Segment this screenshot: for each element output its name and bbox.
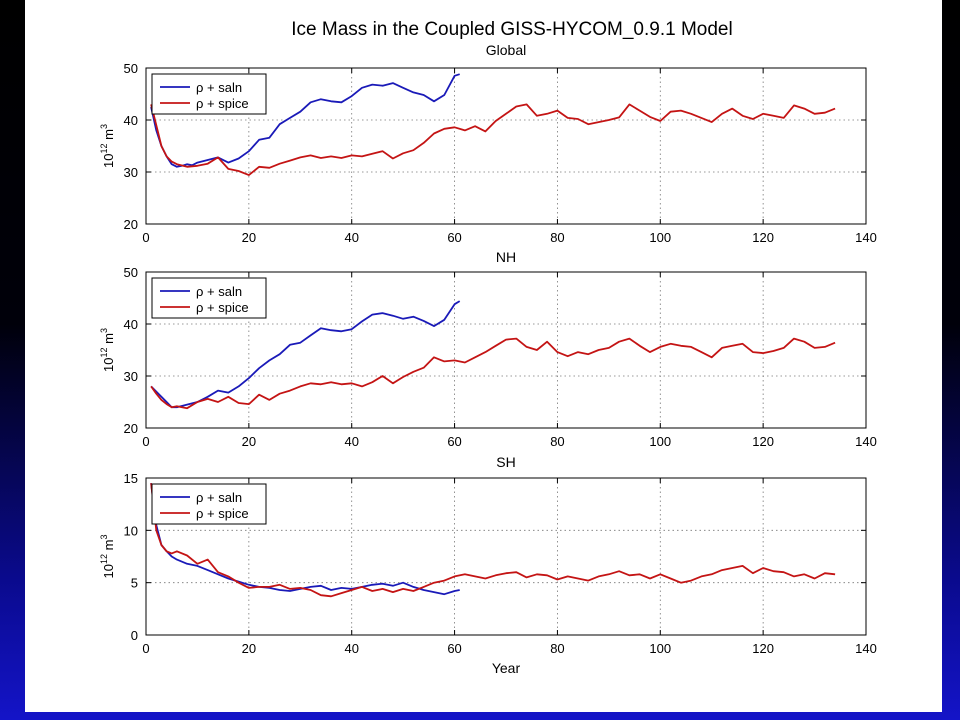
series-line-saln <box>150 483 460 596</box>
series-line-spice <box>150 483 836 598</box>
legend-label-spice: ρ + spice <box>196 96 249 111</box>
y-tick-label: 20 <box>124 421 138 436</box>
x-tick-label: 60 <box>447 641 461 656</box>
x-tick-label: 100 <box>649 434 671 449</box>
panel-title: SH <box>496 454 515 470</box>
x-tick-label: 20 <box>242 230 256 245</box>
chart-panel-nh: NH 0 20 40 60 80 100 120 140 20 30 40 50 1012 m3 ρ + s… <box>99 249 877 449</box>
x-tick-label: 20 <box>242 641 256 656</box>
y-tick-label: 10 <box>124 523 138 538</box>
y-tick-label: 40 <box>124 113 138 128</box>
series-line-spice <box>150 103 836 177</box>
x-tick-label: 0 <box>142 434 149 449</box>
x-tick-label: 80 <box>550 230 564 245</box>
x-tick-label: 20 <box>242 434 256 449</box>
x-tick-label: 120 <box>752 434 774 449</box>
x-tick-label: 120 <box>752 230 774 245</box>
x-axis-label: Year <box>492 660 521 676</box>
series-line-spice <box>150 337 836 410</box>
axes-frame <box>145 477 867 636</box>
series-line-saln <box>150 300 461 409</box>
legend-box <box>151 483 267 525</box>
y-tick-label: 0 <box>131 628 138 643</box>
y-tick-label: 30 <box>124 369 138 384</box>
legend-label-spice: ρ + spice <box>196 506 249 521</box>
legend-label-saln: ρ + saln <box>196 80 242 95</box>
axes-frame <box>145 271 867 429</box>
legend-box <box>151 73 267 115</box>
x-tick-label: 120 <box>752 641 774 656</box>
x-tick-label: 140 <box>855 434 877 449</box>
figure-canvas: Ice Mass in the Coupled GISS-HYCOM_0.9.1… <box>99 19 877 676</box>
x-tick-label: 80 <box>550 434 564 449</box>
panel-title: Global <box>486 42 526 58</box>
y-tick-label: 5 <box>131 576 138 591</box>
x-tick-label: 60 <box>447 434 461 449</box>
x-tick-label: 140 <box>855 230 877 245</box>
y-tick-label: 50 <box>124 265 138 280</box>
y-tick-label: 30 <box>124 165 138 180</box>
x-tick-label: 40 <box>344 641 358 656</box>
x-tick-label: 40 <box>344 230 358 245</box>
x-tick-label: 40 <box>344 434 358 449</box>
x-tick-label: 80 <box>550 641 564 656</box>
x-tick-label: 100 <box>649 641 671 656</box>
y-axis-label: 1012 m3 <box>99 328 116 372</box>
axes-frame <box>145 67 867 225</box>
legend-label-spice: ρ + spice <box>196 300 249 315</box>
panel-title: NH <box>496 249 516 265</box>
figure-title: Ice Mass in the Coupled GISS-HYCOM_0.9.1… <box>291 19 732 40</box>
x-tick-label: 100 <box>649 230 671 245</box>
x-tick-label: 0 <box>142 230 149 245</box>
x-tick-label: 60 <box>447 230 461 245</box>
chart-panel-global: Global 0 20 40 60 80 100 120 140 20 30 40 50 1012 m3 ρ… <box>99 42 877 245</box>
y-axis-label: 1012 m3 <box>99 535 116 579</box>
y-tick-label: 40 <box>124 317 138 332</box>
chart-panel-sh: SH 0 20 40 60 80 100 120 140 0 5 10 15 1012 m3 Year ρ +… <box>99 454 877 676</box>
x-tick-label: 140 <box>855 641 877 656</box>
legend-label-saln: ρ + saln <box>196 490 242 505</box>
legend-box <box>151 277 267 319</box>
figure-frame: Ice Mass in the Coupled GISS-HYCOM_0.9.1… <box>25 0 942 712</box>
y-tick-label: 15 <box>124 471 138 486</box>
y-tick-label: 20 <box>124 217 138 232</box>
y-axis-label: 1012 m3 <box>99 124 116 168</box>
x-tick-label: 0 <box>142 641 149 656</box>
legend-label-saln: ρ + saln <box>196 284 242 299</box>
y-tick-label: 50 <box>124 61 138 76</box>
